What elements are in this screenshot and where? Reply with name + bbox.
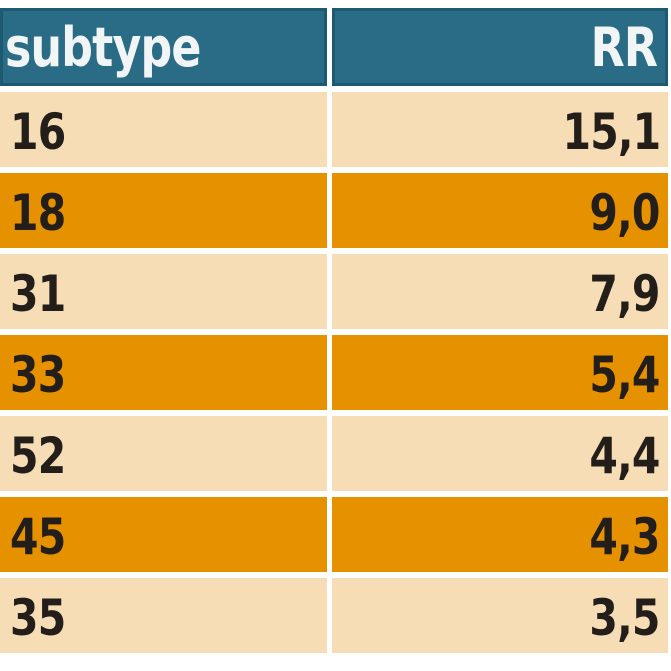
rr-value: 4,3: [589, 508, 661, 566]
rr-value: 3,5: [589, 589, 661, 647]
header-rr-label: RR: [590, 15, 657, 79]
subtype-rr-table: subtype RR 16 15,1 18 9,0 31 7,9 33 5,4 …: [0, 8, 668, 653]
table-row-5-subtype-cell: 45: [0, 497, 327, 572]
table-row-0-subtype-cell: 16: [0, 92, 327, 167]
table-row-1-subtype-cell: 18: [0, 173, 327, 248]
header-cell-rr: RR: [332, 8, 668, 86]
table-row-6-rr-cell: 3,5: [332, 578, 668, 653]
table-row-1-rr-cell: 9,0: [332, 173, 668, 248]
table-row-3-subtype-cell: 33: [0, 335, 327, 410]
subtype-value: 31: [10, 265, 66, 323]
subtype-value: 45: [10, 508, 66, 566]
table-row-4-rr-cell: 4,4: [332, 416, 668, 491]
table-row-4-subtype-cell: 52: [0, 416, 327, 491]
rr-value: 4,4: [589, 427, 661, 485]
subtype-value: 18: [10, 184, 66, 242]
table-row-2-rr-cell: 7,9: [332, 254, 668, 329]
table-row-3-rr-cell: 5,4: [332, 335, 668, 410]
subtype-value: 52: [10, 427, 66, 485]
table-row-6-subtype-cell: 35: [0, 578, 327, 653]
table-row-5-rr-cell: 4,3: [332, 497, 668, 572]
table-row-0-rr-cell: 15,1: [332, 92, 668, 167]
rr-value: 15,1: [562, 103, 661, 161]
subtype-value: 35: [10, 589, 66, 647]
subtype-value: 16: [10, 103, 66, 161]
header-subtype-label: subtype: [5, 15, 201, 79]
rr-value: 7,9: [589, 265, 661, 323]
header-cell-subtype: subtype: [0, 8, 327, 86]
rr-value: 5,4: [589, 346, 661, 404]
table-row-2-subtype-cell: 31: [0, 254, 327, 329]
subtype-value: 33: [10, 346, 66, 404]
rr-value: 9,0: [589, 184, 661, 242]
